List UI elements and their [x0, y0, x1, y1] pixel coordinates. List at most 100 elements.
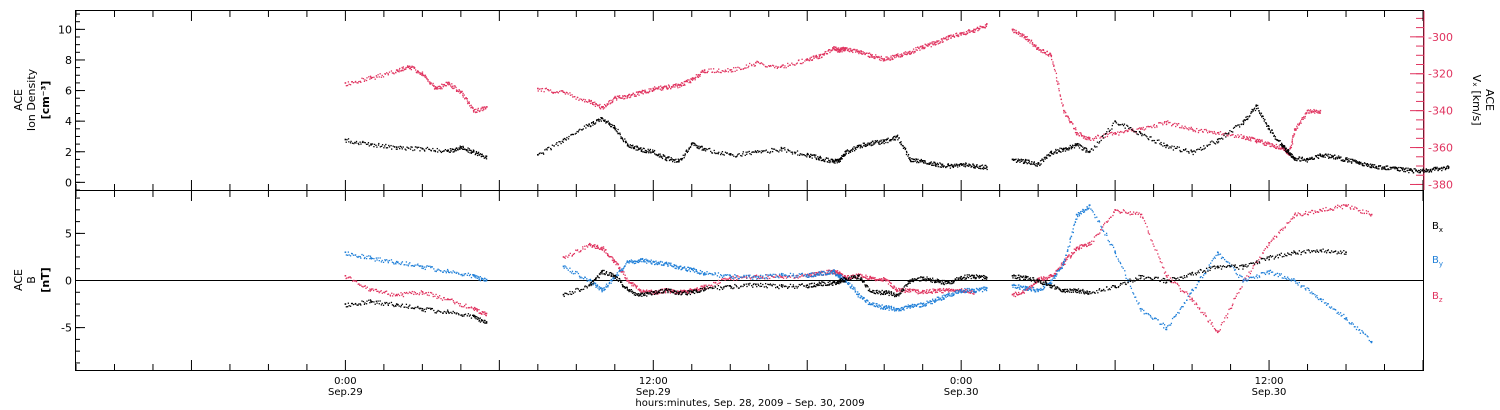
data-point — [788, 275, 791, 278]
data-point — [1332, 155, 1334, 158]
data-point — [863, 52, 865, 54]
data-point — [644, 261, 646, 263]
data-point — [643, 151, 645, 153]
data-point — [840, 273, 843, 275]
data-point — [1413, 168, 1415, 170]
data-point — [780, 146, 782, 149]
data-point — [359, 80, 361, 83]
data-point — [1422, 169, 1424, 171]
data-point — [1419, 171, 1421, 174]
data-point — [1126, 124, 1128, 127]
data-point — [1055, 269, 1058, 272]
data-point — [1297, 158, 1299, 160]
data-point — [968, 292, 970, 294]
data-point — [1136, 128, 1138, 130]
data-point — [1252, 267, 1254, 269]
data-point — [1306, 161, 1309, 163]
data-point — [904, 288, 907, 290]
data-point — [982, 168, 985, 170]
data-point — [834, 48, 836, 51]
data-point — [882, 58, 884, 60]
data-point — [688, 269, 690, 271]
data-point — [423, 266, 425, 268]
data-point — [1111, 128, 1113, 130]
data-point — [1044, 158, 1046, 160]
data-point — [361, 77, 363, 79]
data-point — [668, 85, 671, 87]
data-point — [688, 289, 691, 291]
data-point — [1123, 210, 1125, 212]
data-point — [652, 293, 654, 295]
data-point — [901, 54, 903, 57]
data-point — [606, 104, 609, 106]
data-point — [809, 274, 811, 276]
data-point — [680, 82, 683, 84]
data-point — [1319, 112, 1321, 114]
data-point — [757, 150, 759, 152]
data-point — [928, 291, 930, 294]
data-point — [616, 95, 619, 97]
data-point — [729, 276, 732, 279]
data-point — [1210, 323, 1212, 325]
data-point — [809, 57, 811, 59]
data-point — [1273, 238, 1275, 240]
data-point — [1447, 165, 1449, 167]
data-point — [1410, 168, 1412, 170]
data-point — [468, 148, 470, 150]
data-point — [355, 140, 358, 143]
bottom-left-tick-label: 5 — [65, 227, 72, 240]
data-point — [1063, 263, 1065, 266]
data-point — [562, 138, 565, 141]
data-point — [986, 23, 988, 25]
data-point — [350, 252, 353, 255]
data-point — [673, 84, 676, 86]
data-point — [703, 285, 706, 287]
data-point — [1220, 137, 1223, 139]
data-point — [1179, 126, 1181, 129]
data-point — [1037, 48, 1039, 50]
data-point — [578, 129, 580, 131]
data-point — [478, 154, 481, 156]
data-point — [860, 144, 862, 146]
data-point — [1444, 168, 1447, 171]
data-point — [677, 290, 679, 292]
data-point — [776, 150, 779, 152]
data-point — [1013, 31, 1015, 34]
data-point — [667, 84, 670, 86]
data-point — [1132, 211, 1135, 213]
data-point — [664, 85, 666, 87]
data-point — [1049, 276, 1051, 279]
data-point — [567, 269, 569, 271]
data-point — [859, 50, 861, 52]
data-point — [454, 303, 456, 305]
data-point — [701, 146, 703, 148]
data-point — [721, 278, 723, 280]
data-point — [928, 163, 931, 165]
data-point — [434, 295, 436, 297]
data-point — [1197, 131, 1200, 134]
data-point — [703, 284, 705, 286]
data-point — [1362, 163, 1364, 165]
data-point — [1062, 104, 1064, 106]
data-point — [930, 42, 932, 44]
data-point — [1017, 291, 1020, 294]
data-point — [382, 261, 385, 264]
data-point — [632, 94, 634, 96]
data-point — [409, 148, 412, 150]
data-point — [1139, 213, 1142, 216]
data-point — [1161, 122, 1163, 124]
data-point — [890, 285, 893, 288]
data-point — [688, 291, 690, 293]
data-point — [926, 163, 929, 165]
data-point — [345, 141, 347, 143]
data-point — [583, 98, 585, 101]
data-point — [608, 281, 611, 284]
data-point — [450, 85, 452, 87]
data-point — [354, 81, 356, 83]
data-point — [1269, 130, 1272, 132]
data-point — [1022, 162, 1025, 165]
data-point — [402, 66, 405, 68]
data-point — [641, 89, 644, 92]
data-point — [1246, 275, 1248, 277]
data-point — [1055, 72, 1058, 75]
